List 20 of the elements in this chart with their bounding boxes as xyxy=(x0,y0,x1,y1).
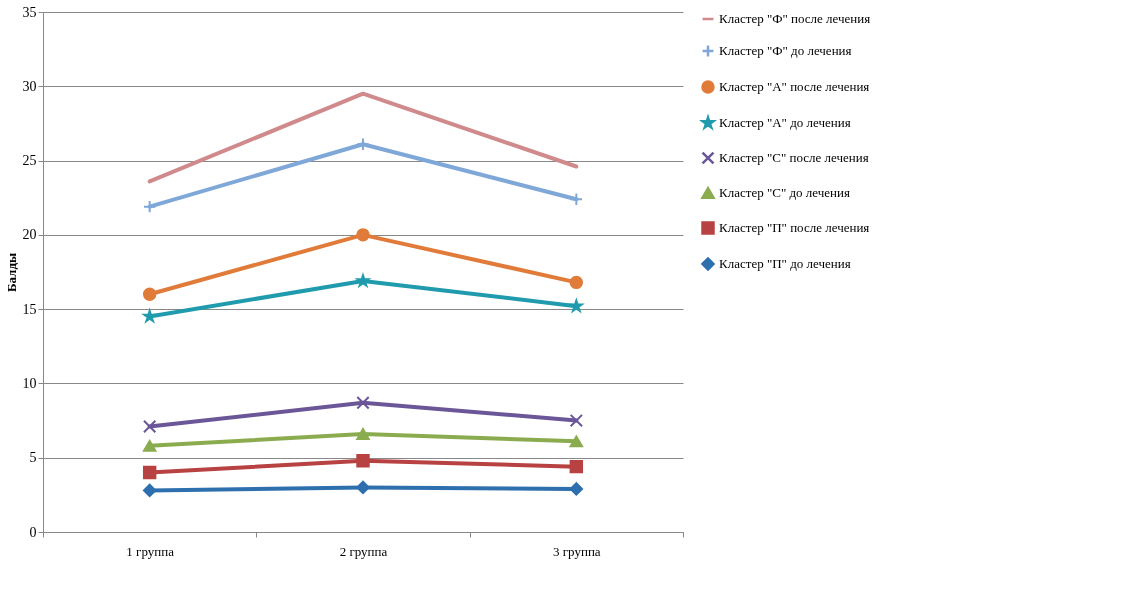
legend-label: Кластер "С" после лечения xyxy=(719,150,869,165)
y-tick-label: 35 xyxy=(22,4,37,20)
legend-label: Кластер "А" до лечения xyxy=(719,115,851,130)
y-axis-title: Балды xyxy=(3,252,19,293)
x-tick-label: 2 группа xyxy=(339,543,388,559)
y-tick-label: 0 xyxy=(29,524,37,540)
legend-label: Кластер "А" после лечения xyxy=(719,79,870,94)
y-tick-label: 15 xyxy=(22,301,37,317)
legend-label: Кластер "П" до лечения xyxy=(719,256,851,271)
legend-label: Кластер "Ф" после лечения xyxy=(719,11,871,26)
legend-label: Кластер "С" до лечения xyxy=(719,185,850,200)
legend-label: Кластер "П" после лечения xyxy=(719,220,870,235)
y-tick-label: 25 xyxy=(22,153,37,169)
legend-label: Кластер "Ф" до лечения xyxy=(719,43,852,58)
y-tick-label: 20 xyxy=(22,227,37,243)
y-tick-label: 5 xyxy=(29,450,37,466)
x-tick-label: 1 группа xyxy=(126,543,175,559)
x-tick-label: 3 группа xyxy=(553,543,601,559)
y-tick-label: 30 xyxy=(22,78,37,94)
y-tick-label: 10 xyxy=(22,375,37,391)
